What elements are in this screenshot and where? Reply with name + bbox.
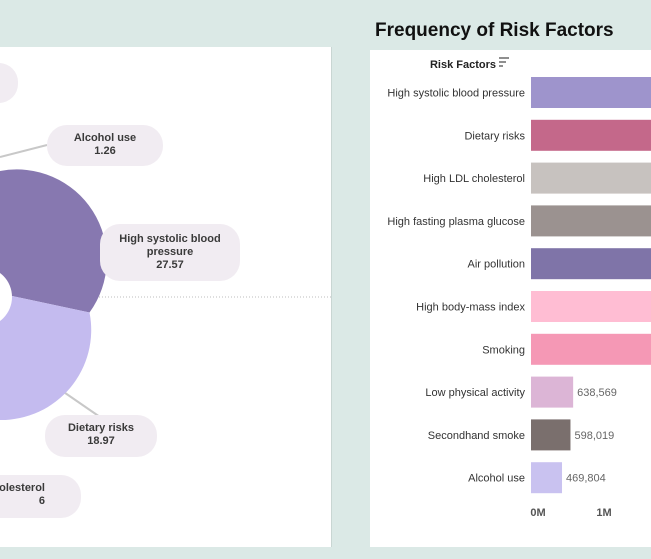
callout-dietary-risks: Dietary risks 18.97 — [45, 415, 157, 457]
bar-chart-panel: Risk Factors High systolic blood pressur… — [370, 50, 651, 547]
donut-chart-panel: Alcohol use 1.26 High systolic blood pre… — [0, 47, 332, 547]
data-label-alcohol-use: 469,804 — [566, 473, 606, 485]
data-label-secondhand-smoke: 598,019 — [574, 430, 614, 442]
chart-title: Frequency of Risk Factors — [375, 20, 614, 41]
x-tick-label: 1M — [596, 507, 611, 519]
y-tick-label-secondhand-smoke: Secondhand smoke — [428, 430, 525, 442]
y-tick-label-high-systolic-blood-pressure: High systolic blood pressure — [387, 88, 525, 100]
bar-alcohol-use[interactable] — [531, 462, 563, 494]
callout-label: High systolic blood pressure — [119, 233, 221, 258]
callout-high-systolic: High systolic blood pressure 27.57 — [100, 224, 240, 281]
leader-line-alcohol — [0, 144, 48, 158]
y-tick-label-high-body-mass-index: High body-mass index — [416, 302, 525, 314]
donut-chart — [0, 144, 331, 421]
bar-high-fasting-plasma-glucose[interactable] — [531, 205, 651, 237]
bar-chart: Risk Factors High systolic blood pressur… — [387, 57, 651, 519]
y-tick-label-low-physical-activity: Low physical activity — [425, 387, 525, 399]
y-tick-label-high-ldl-cholesterol: High LDL cholesterol — [423, 173, 525, 185]
donut-hole — [0, 273, 12, 321]
callout-cholesterol-partial: olesterol 6 — [0, 475, 81, 518]
bar-dietary-risks[interactable] — [531, 119, 651, 151]
sort-icon[interactable] — [499, 57, 509, 67]
callout-value: 1.26 — [94, 145, 116, 157]
callout-label: Dietary risks — [67, 422, 135, 434]
bar-secondhand-smoke[interactable] — [531, 419, 571, 451]
callout-label: Alcohol use — [73, 132, 137, 144]
donut-slice-dietary[interactable] — [0, 295, 92, 421]
y-tick-label-alcohol-use: Alcohol use — [468, 473, 525, 485]
data-label-low-physical-activity: 638,569 — [577, 387, 617, 399]
callout-alcohol-use: Alcohol use 1.26 — [47, 125, 163, 166]
callout-value: 18.97 — [87, 435, 115, 447]
callout-value: 27.57 — [156, 259, 184, 271]
y-tick-label-air-pollution: Air pollution — [468, 259, 525, 271]
y-axis-header: Risk Factors — [430, 59, 496, 71]
y-tick-label-smoking: Smoking — [482, 344, 525, 356]
bar-air-pollution[interactable] — [531, 248, 651, 280]
donut-slice-high-systolic[interactable] — [0, 169, 107, 313]
callout-partial-top — [0, 63, 18, 103]
callout-label: olesterol — [0, 482, 45, 494]
x-tick-label: 0M — [530, 507, 545, 519]
bar-high-systolic-blood-pressure[interactable] — [531, 77, 651, 108]
callout-value: 6 — [38, 495, 45, 507]
bar-low-physical-activity[interactable] — [531, 376, 574, 408]
bar-high-ldl-cholesterol[interactable] — [531, 162, 651, 194]
y-tick-label-high-fasting-plasma-glucose: High fasting plasma glucose — [387, 216, 525, 228]
page-bottom-strip — [0, 547, 651, 559]
bar-high-body-mass-index[interactable] — [531, 291, 651, 322]
y-tick-label-dietary-risks: Dietary risks — [464, 130, 525, 142]
bar-smoking[interactable] — [531, 333, 651, 365]
